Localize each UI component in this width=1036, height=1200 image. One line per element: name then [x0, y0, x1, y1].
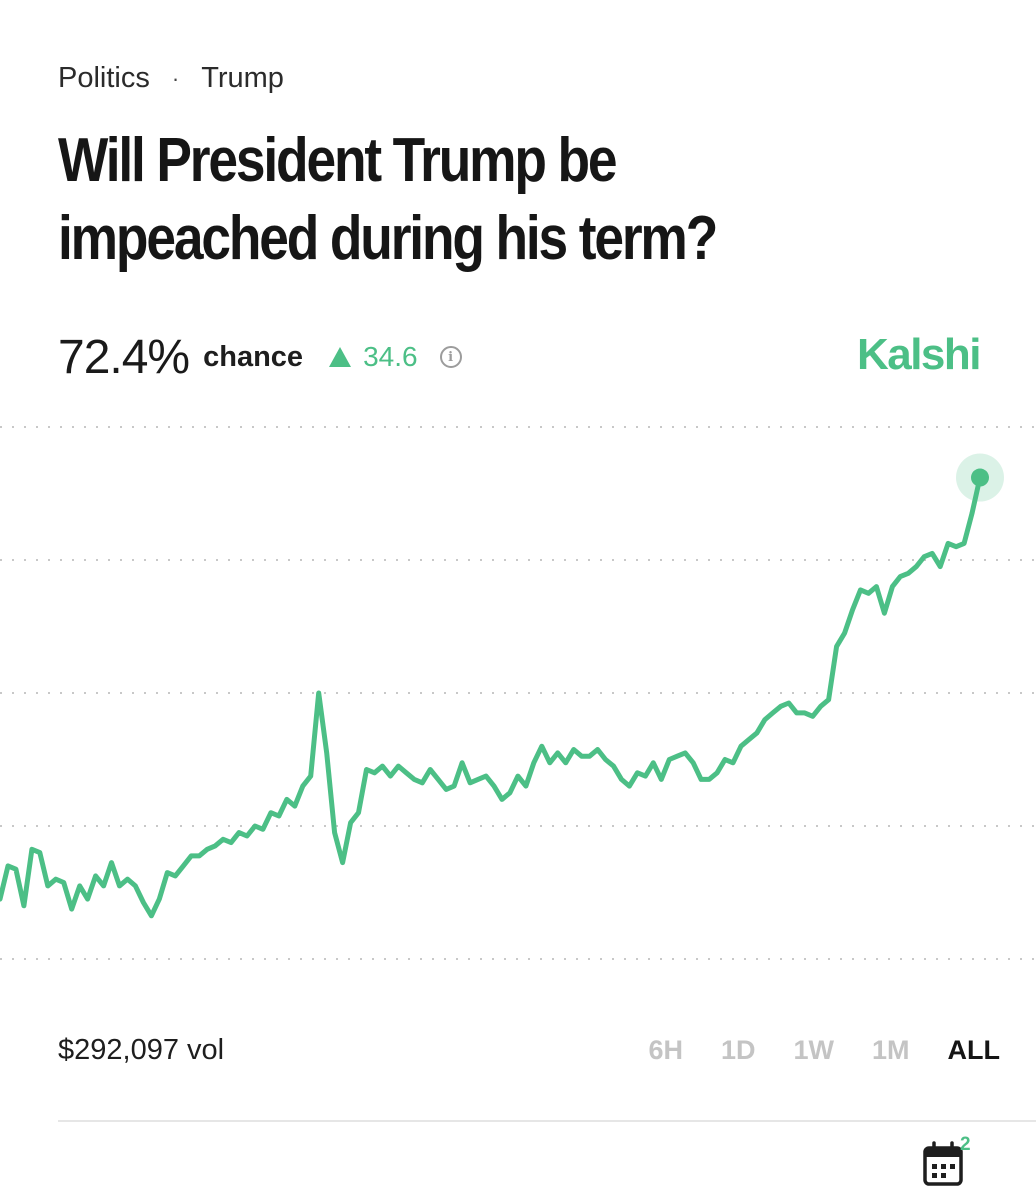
range-1m[interactable]: 1M: [872, 1034, 910, 1065]
chart-grid: [0, 426, 1036, 960]
divider: [58, 1120, 1036, 1122]
chance-label: chance: [203, 340, 304, 373]
range-1w[interactable]: 1W: [793, 1034, 835, 1065]
chart-footer: $292,097 vol 6H 1D 1W 1M ALL: [58, 1028, 1000, 1072]
breadcrumb: Politics · Trump: [58, 62, 284, 95]
breadcrumb-subcategory[interactable]: Trump: [201, 62, 284, 94]
brand-logo[interactable]: Kalshi: [856, 330, 982, 379]
info-icon[interactable]: i: [439, 346, 462, 368]
market-stats: 72.4% chance 34.6 i: [58, 326, 988, 388]
range-all[interactable]: ALL: [947, 1034, 1000, 1065]
last-point-marker: [971, 468, 989, 487]
breadcrumb-separator: ·: [171, 65, 180, 91]
change-indicator: 34.6: [329, 341, 418, 373]
range-1d[interactable]: 1D: [720, 1034, 756, 1065]
market-title: Will President Trump be impeached during…: [58, 126, 718, 273]
range-6h[interactable]: 6H: [648, 1034, 683, 1065]
calendar-icon[interactable]: [918, 1138, 976, 1194]
time-range-selector: 6H 1D 1W 1M ALL: [610, 1035, 1000, 1066]
chart-series-line: [0, 475, 983, 919]
price-chart: [0, 426, 1036, 960]
triangle-up-icon: [329, 347, 352, 367]
volume-label: $292,097 vol: [58, 1033, 225, 1066]
breadcrumb-category[interactable]: Politics: [58, 62, 150, 94]
calendar-badge: 2: [960, 1134, 971, 1155]
chance-value: 72.4%: [58, 330, 190, 384]
change-value: 34.6: [363, 341, 418, 372]
